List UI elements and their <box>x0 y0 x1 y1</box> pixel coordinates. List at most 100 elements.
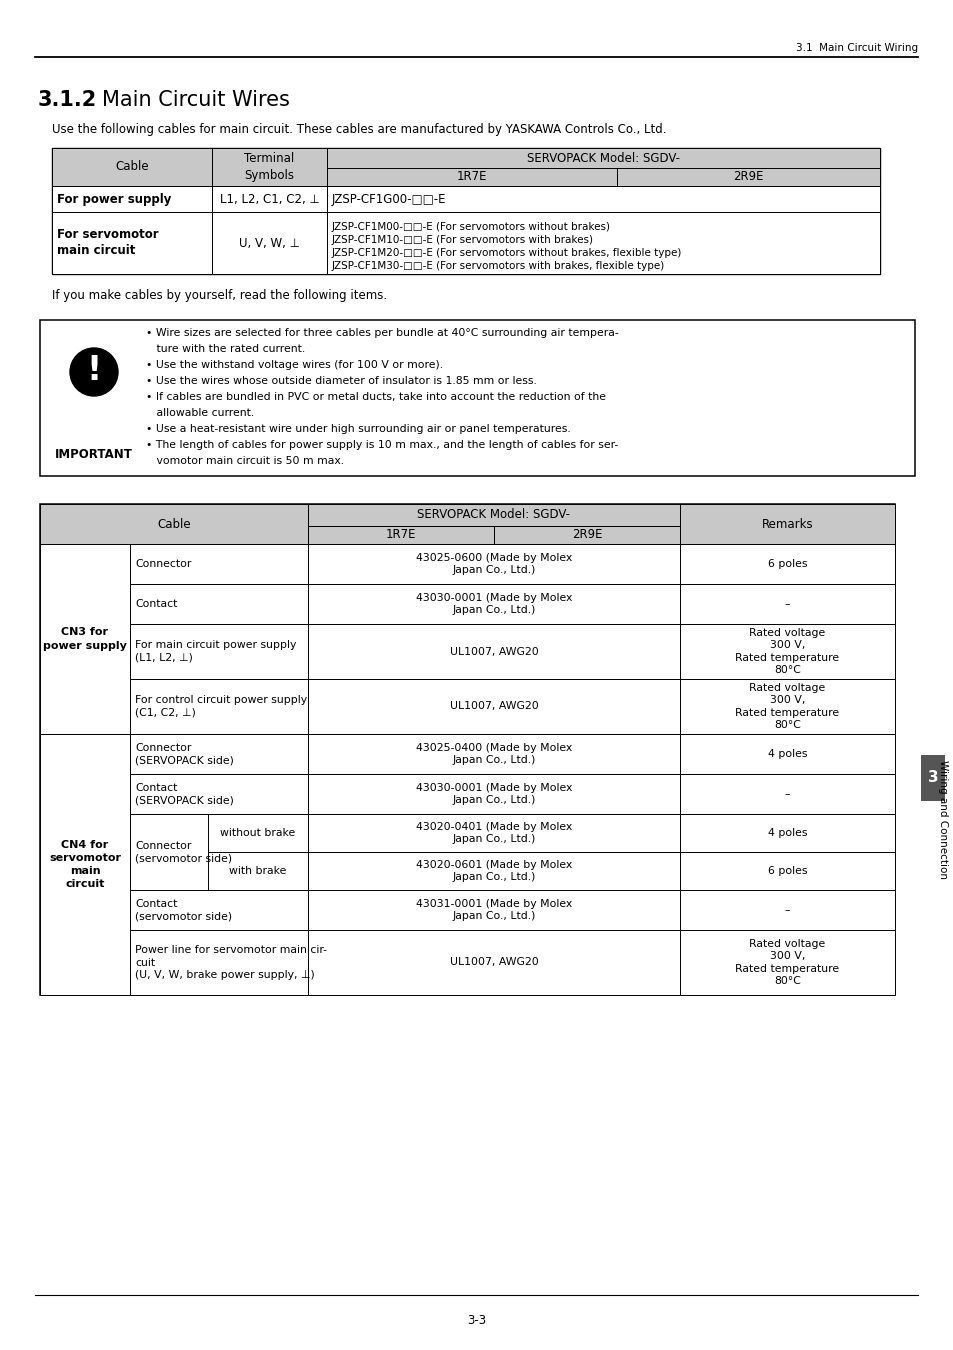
Bar <box>308 679 679 734</box>
Text: Cable: Cable <box>115 161 149 174</box>
Text: IMPORTANT: IMPORTANT <box>55 447 132 460</box>
Text: For servomotor: For servomotor <box>57 228 158 242</box>
Text: 1R7E: 1R7E <box>456 170 487 184</box>
Text: Rated voltage
300 V,
Rated temperature
80°C: Rated voltage 300 V, Rated temperature 8… <box>735 628 839 675</box>
Text: with brake: with brake <box>229 865 287 876</box>
Bar <box>327 167 617 186</box>
Text: UL1007, AWG20: UL1007, AWG20 <box>449 702 537 711</box>
Text: Power line for servomotor main cir-
cuit
(U, V, W, brake power supply, ⊥): Power line for servomotor main cir- cuit… <box>135 945 327 980</box>
Bar <box>52 148 212 186</box>
Bar <box>308 852 679 890</box>
Bar <box>327 148 879 167</box>
Bar <box>494 526 679 544</box>
Bar <box>130 544 308 585</box>
Text: JZSP-CF1G00-□□-E: JZSP-CF1G00-□□-E <box>332 193 446 205</box>
Text: 6 poles: 6 poles <box>767 865 806 876</box>
Text: For main circuit power supply
(L1, L2, ⊥): For main circuit power supply (L1, L2, ⊥… <box>135 640 296 663</box>
Text: Connector
(SERVOPACK side): Connector (SERVOPACK side) <box>135 743 233 765</box>
Bar <box>40 504 894 995</box>
Text: Rated voltage
300 V,
Rated temperature
80°C: Rated voltage 300 V, Rated temperature 8… <box>735 938 839 985</box>
Text: 2R9E: 2R9E <box>571 528 601 541</box>
Text: 6 poles: 6 poles <box>767 559 806 568</box>
Bar <box>308 544 679 585</box>
Text: Contact
(servomotor side): Contact (servomotor side) <box>135 899 232 921</box>
Text: JZSP-CF1M10-□□-E (For servomotors with brakes): JZSP-CF1M10-□□-E (For servomotors with b… <box>332 235 594 244</box>
Bar <box>679 679 894 734</box>
Text: Cable: Cable <box>157 517 191 531</box>
Text: Contact: Contact <box>135 599 177 609</box>
Text: Rated voltage
300 V,
Rated temperature
80°C: Rated voltage 300 V, Rated temperature 8… <box>735 683 839 730</box>
Bar <box>130 890 308 930</box>
Text: 2R9E: 2R9E <box>733 170 763 184</box>
Text: JZSP-CF1M30-□□-E (For servomotors with brakes, flexible type): JZSP-CF1M30-□□-E (For servomotors with b… <box>332 261 664 271</box>
Bar <box>52 212 212 274</box>
Text: Terminal
Symbols: Terminal Symbols <box>244 153 294 181</box>
Bar <box>130 734 308 774</box>
Text: UL1007, AWG20: UL1007, AWG20 <box>449 647 537 656</box>
Bar <box>617 167 879 186</box>
Text: vomotor main circuit is 50 m max.: vomotor main circuit is 50 m max. <box>146 456 344 466</box>
Text: –: – <box>784 599 789 609</box>
Bar <box>679 544 894 585</box>
Text: • Use the wires whose outside diameter of insulator is 1.85 mm or less.: • Use the wires whose outside diameter o… <box>146 377 537 386</box>
Text: 43020-0601 (Made by Molex
Japan Co., Ltd.): 43020-0601 (Made by Molex Japan Co., Ltd… <box>416 860 572 882</box>
Text: 3.1  Main Circuit Wiring: 3.1 Main Circuit Wiring <box>795 43 917 53</box>
Text: • The length of cables for power supply is 10 m max., and the length of cables f: • The length of cables for power supply … <box>146 440 618 450</box>
Text: 4 poles: 4 poles <box>767 828 806 838</box>
Bar <box>130 624 308 679</box>
Text: 4 poles: 4 poles <box>767 749 806 759</box>
Bar <box>327 212 879 274</box>
Circle shape <box>70 348 118 396</box>
Bar <box>308 774 679 814</box>
Bar <box>40 734 130 995</box>
Text: 43025-0400 (Made by Molex
Japan Co., Ltd.): 43025-0400 (Made by Molex Japan Co., Ltd… <box>416 743 572 765</box>
Text: Use the following cables for main circuit. These cables are manufactured by YASK: Use the following cables for main circui… <box>52 123 666 136</box>
Text: • Wire sizes are selected for three cables per bundle at 40°C surrounding air te: • Wire sizes are selected for three cabl… <box>146 328 618 338</box>
Bar <box>308 585 679 624</box>
Text: 1R7E: 1R7E <box>385 528 416 541</box>
Bar <box>130 930 308 995</box>
Bar <box>52 148 879 274</box>
Bar <box>130 679 308 734</box>
Text: • Use a heat-resistant wire under high surrounding air or panel temperatures.: • Use a heat-resistant wire under high s… <box>146 424 570 433</box>
Bar <box>308 890 679 930</box>
Bar <box>212 148 327 186</box>
Bar <box>308 930 679 995</box>
Text: U, V, W, ⊥: U, V, W, ⊥ <box>239 236 299 250</box>
Bar <box>679 624 894 679</box>
Bar <box>679 734 894 774</box>
Text: CN4 for
servomotor
main
circuit: CN4 for servomotor main circuit <box>49 840 121 890</box>
Bar <box>327 186 879 212</box>
Bar <box>679 930 894 995</box>
Bar <box>52 186 212 212</box>
Bar <box>679 852 894 890</box>
Bar <box>679 585 894 624</box>
Text: !: ! <box>87 355 101 387</box>
Bar <box>308 504 679 526</box>
Text: Wiring and Connection: Wiring and Connection <box>937 760 947 879</box>
Text: 43031-0001 (Made by Molex
Japan Co., Ltd.): 43031-0001 (Made by Molex Japan Co., Ltd… <box>416 899 572 921</box>
Bar <box>308 814 679 852</box>
Text: allowable current.: allowable current. <box>146 408 254 418</box>
Text: 43030-0001 (Made by Molex
Japan Co., Ltd.): 43030-0001 (Made by Molex Japan Co., Ltd… <box>416 783 572 805</box>
Text: main circuit: main circuit <box>57 244 135 258</box>
Text: Contact
(SERVOPACK side): Contact (SERVOPACK side) <box>135 783 233 805</box>
Bar <box>40 544 130 734</box>
Text: Connector: Connector <box>135 559 192 568</box>
Text: UL1007, AWG20: UL1007, AWG20 <box>449 957 537 968</box>
Text: For power supply: For power supply <box>57 193 172 205</box>
Text: Connector
(servomotor side): Connector (servomotor side) <box>135 841 232 863</box>
Text: –: – <box>784 904 789 915</box>
Text: 43025-0600 (Made by Molex
Japan Co., Ltd.): 43025-0600 (Made by Molex Japan Co., Ltd… <box>416 552 572 575</box>
Text: JZSP-CF1M20-□□-E (For servomotors without brakes, flexible type): JZSP-CF1M20-□□-E (For servomotors withou… <box>332 248 681 258</box>
Text: ture with the rated current.: ture with the rated current. <box>146 344 305 354</box>
Text: 43030-0001 (Made by Molex
Japan Co., Ltd.): 43030-0001 (Made by Molex Japan Co., Ltd… <box>416 593 572 616</box>
Text: without brake: without brake <box>220 828 295 838</box>
Text: SERVOPACK Model: SGDV-: SERVOPACK Model: SGDV- <box>526 151 679 165</box>
Text: 3.1.2: 3.1.2 <box>38 90 97 109</box>
Text: SERVOPACK Model: SGDV-: SERVOPACK Model: SGDV- <box>417 509 570 521</box>
Bar <box>130 814 308 890</box>
Bar <box>679 774 894 814</box>
Bar <box>212 212 327 274</box>
Bar <box>679 890 894 930</box>
